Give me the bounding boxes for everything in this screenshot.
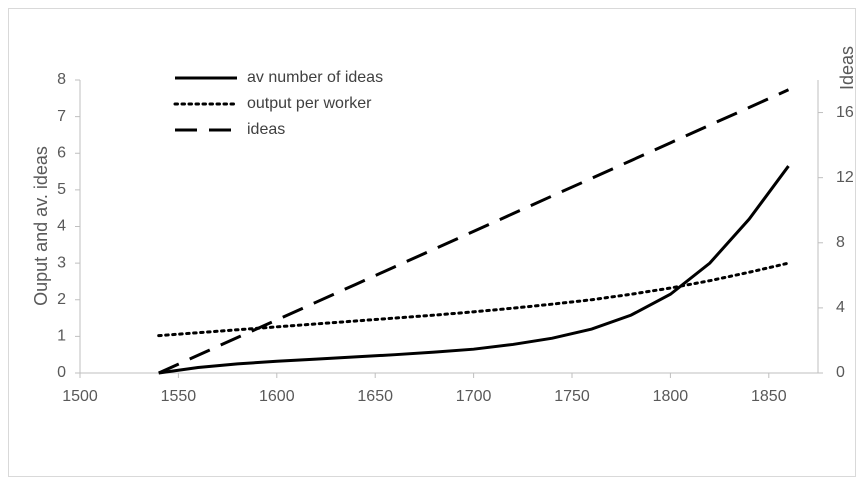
y-axis-label: Ouput and av. ideas xyxy=(31,146,51,306)
x-tick-label: 1750 xyxy=(554,388,590,405)
y2-tick-label: 8 xyxy=(836,234,845,251)
legend-label: av number of ideas xyxy=(247,69,383,86)
y-tick-label: 7 xyxy=(57,108,66,125)
y-tick-label: 8 xyxy=(57,71,66,88)
y-tick-label: 0 xyxy=(57,364,66,381)
x-tick-label: 1600 xyxy=(259,388,295,405)
y2-tick-label: 16 xyxy=(836,104,854,121)
y-tick-label: 3 xyxy=(57,254,66,271)
x-tick-label: 1850 xyxy=(751,388,787,405)
y-tick-label: 1 xyxy=(57,328,66,345)
line-series xyxy=(158,88,790,375)
y-tick-label: 5 xyxy=(57,181,66,198)
y2-axis-label: Ideas xyxy=(837,46,857,90)
line-series xyxy=(157,261,790,338)
y2-tick-label: 4 xyxy=(836,299,845,316)
x-tick-label: 1700 xyxy=(456,388,492,405)
y-tick-label: 2 xyxy=(57,291,66,308)
y-tick-label: 6 xyxy=(57,144,66,161)
y2-tick-label: 12 xyxy=(836,169,854,186)
line-series xyxy=(158,165,790,375)
y-tick-label: 4 xyxy=(57,218,66,235)
x-tick-label: 1500 xyxy=(62,388,98,405)
x-tick-label: 1550 xyxy=(161,388,197,405)
legend-label: ideas xyxy=(247,121,285,138)
x-tick-label: 1650 xyxy=(357,388,393,405)
x-tick-label: 1800 xyxy=(653,388,689,405)
legend-label: output per worker xyxy=(247,95,372,112)
chart-frame xyxy=(8,8,856,477)
y2-tick-label: 0 xyxy=(836,364,845,381)
